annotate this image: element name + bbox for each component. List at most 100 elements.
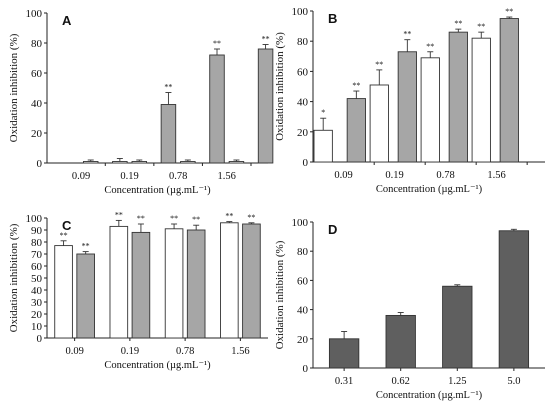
bar	[442, 285, 473, 369]
x-tick-label: 0.19	[121, 346, 139, 357]
x-tick-label: 0.62	[392, 376, 410, 387]
y-tick-label: 20	[31, 309, 43, 321]
y-tick-label: 20	[31, 128, 43, 140]
x-tick-label: 0.09	[65, 346, 83, 357]
x-tick-label: 0.31	[335, 376, 353, 387]
bar	[385, 314, 416, 369]
x-tick-label: 0.09	[334, 170, 352, 181]
x-tick-label: 0.78	[436, 170, 454, 181]
panel-letter-d: D	[328, 222, 337, 237]
bar	[228, 161, 245, 164]
chart-panel-a: 0 20 40 60 80 100 0.09 0.19 0.78 1.56 Concentratio…	[8, 8, 274, 196]
x-axis-label: Concentration (µg.mL⁻¹)	[104, 185, 211, 196]
bar	[131, 161, 148, 164]
significance-marker: **	[115, 210, 123, 219]
y-tick-label: 100	[26, 8, 43, 20]
y-tick-label: 40	[31, 98, 43, 110]
significance-marker: **	[137, 214, 145, 223]
bar	[186, 229, 206, 339]
x-tick-label: 1.25	[448, 376, 466, 387]
significance-marker: **	[164, 83, 172, 92]
y-tick-label: 40	[297, 305, 309, 317]
y-tick-label: 30	[31, 297, 43, 309]
y-tick-label: 0	[37, 333, 43, 345]
y-tick-label: 10	[31, 321, 43, 333]
y-tick-label: 80	[31, 237, 43, 249]
significance-marker: **	[60, 231, 68, 240]
y-tick-label: 70	[31, 249, 43, 261]
x-tick-label: 0.09	[72, 171, 90, 182]
y-tick-label: 50	[31, 273, 43, 285]
significance-marker: **	[426, 42, 434, 51]
significance-marker: **	[454, 19, 462, 28]
bar	[82, 161, 99, 164]
significance-marker: **	[213, 39, 221, 48]
significance-marker: **	[375, 60, 383, 69]
bar	[242, 223, 261, 339]
significance-marker: **	[477, 22, 485, 31]
x-axis-label: Concentration (µg.mL⁻¹)	[376, 184, 483, 195]
significance-marker: *	[321, 108, 325, 117]
y-tick-label: 0	[303, 363, 309, 375]
y-tick-label: 80	[297, 36, 309, 48]
bar	[131, 231, 151, 339]
x-tick-label: 1.56	[231, 346, 249, 357]
y-tick-label: 60	[31, 68, 43, 80]
significance-marker: **	[262, 35, 270, 44]
panel-letter-a: A	[62, 13, 72, 28]
y-axis-label: Oxidation inhibition (%)	[274, 32, 286, 141]
y-tick-label: 20	[297, 127, 309, 139]
bar	[471, 37, 491, 163]
x-tick-label: 0.78	[169, 171, 187, 182]
significance-marker: **	[170, 214, 178, 223]
bar	[420, 57, 440, 163]
chart-panel-b: 0 20 40 60 80 100 0.09 0.19 0.78 1.56 Concentratio…	[274, 6, 545, 195]
bar	[112, 161, 128, 164]
significance-marker: **	[403, 30, 411, 39]
y-tick-label: 100	[292, 217, 309, 229]
y-tick-label: 60	[31, 261, 43, 273]
bar	[448, 31, 468, 163]
significance-marker: **	[352, 81, 360, 90]
y-tick-label: 60	[297, 66, 309, 78]
x-tick-label: 0.19	[385, 170, 403, 181]
bar	[313, 129, 333, 163]
bar	[76, 253, 95, 339]
bar	[209, 54, 225, 164]
y-tick-label: 60	[297, 275, 309, 287]
y-tick-label: 0	[303, 157, 309, 169]
y-axis-label: Oxidation inhibition (%)	[8, 223, 20, 332]
significance-marker: **	[192, 215, 200, 224]
y-axis-label: Oxidation inhibition (%)	[274, 240, 286, 349]
bar	[369, 84, 389, 163]
x-tick-label: 0.78	[176, 346, 194, 357]
bar	[499, 18, 519, 163]
significance-marker: **	[225, 212, 233, 221]
bar	[220, 222, 239, 339]
bar	[498, 230, 530, 369]
y-tick-label: 40	[31, 285, 43, 297]
chart-panel-d: 0 20 40 60 80 100 0.31 0.62 1.25 5.0 Concentration…	[274, 217, 545, 401]
bar	[397, 51, 417, 163]
panel-letter-b: B	[328, 11, 337, 26]
significance-marker: **	[505, 7, 513, 16]
y-tick-label: 0	[37, 158, 43, 170]
x-axis-label: Concentration (µg.mL⁻¹)	[104, 360, 211, 371]
bar	[160, 104, 177, 164]
x-tick-label: 0.19	[120, 171, 138, 182]
y-axis-label: Oxidation inhibition (%)	[8, 33, 20, 142]
x-tick-label: 5.0	[507, 376, 520, 387]
x-axis-label: Concentration (µg.mL⁻¹)	[376, 390, 483, 401]
x-tick-label: 1.56	[218, 171, 236, 182]
bar	[328, 338, 360, 369]
y-tick-label: 80	[31, 38, 43, 50]
significance-marker: **	[247, 213, 255, 222]
bar	[109, 225, 129, 339]
panel-letter-c: C	[62, 218, 72, 233]
y-tick-label: 100	[26, 213, 43, 225]
bar	[180, 161, 196, 164]
y-tick-label: 100	[292, 6, 309, 18]
y-tick-label: 90	[31, 225, 43, 237]
